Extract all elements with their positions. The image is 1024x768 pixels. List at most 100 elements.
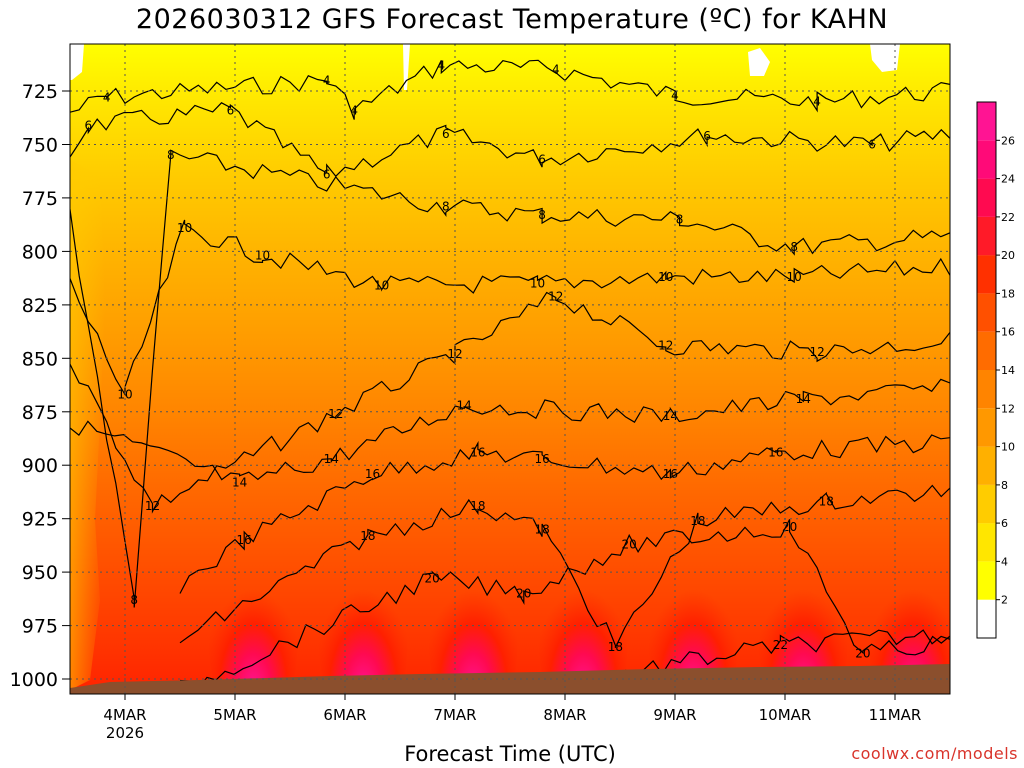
colorbar-swatch bbox=[977, 216, 996, 256]
colorbar-label: 10 bbox=[1001, 441, 1015, 454]
contour-label: 4 bbox=[437, 58, 445, 72]
contour-label: 14 bbox=[457, 398, 472, 412]
y-tick-label: 725 bbox=[22, 81, 58, 103]
warm-maximum bbox=[319, 565, 408, 694]
contour-label: 4 bbox=[813, 95, 821, 109]
contour-label: 12 bbox=[328, 407, 343, 421]
colorbar-label: 12 bbox=[1001, 402, 1015, 415]
contour-label: 18 bbox=[690, 514, 705, 528]
contour-label: 4 bbox=[323, 73, 331, 87]
y-tick-label: 850 bbox=[22, 348, 58, 370]
white-region bbox=[403, 44, 410, 90]
x-tick-label: 8MAR bbox=[543, 706, 586, 724]
colorbar-swatch bbox=[977, 370, 996, 409]
isotherm-20 bbox=[179, 519, 950, 690]
colorbar-label: 4 bbox=[1001, 555, 1008, 568]
contour-label: 6 bbox=[323, 167, 331, 181]
x-tick-label: 9MAR bbox=[653, 706, 696, 724]
contour-label: 12 bbox=[145, 499, 160, 513]
contour-label: 20 bbox=[424, 572, 439, 586]
isotherm-6 bbox=[70, 102, 950, 178]
colorbar-label: 6 bbox=[1001, 517, 1008, 530]
y-tick-label: 900 bbox=[22, 455, 58, 477]
y-tick-label: 825 bbox=[22, 295, 58, 317]
warm-maximum bbox=[209, 565, 298, 694]
y-tick-label: 925 bbox=[22, 509, 58, 531]
contour-labels: 6 4 10 8 12 8 10 6 14 16 10 4 4 6 12 14 16 18 4 6 8 10 12 14 16 1… bbox=[84, 58, 875, 660]
isotherm-lines bbox=[70, 59, 950, 694]
y-tick-label: 975 bbox=[22, 616, 58, 638]
contour-label: 10 bbox=[787, 270, 802, 284]
x-axis-label: Forecast Time (UTC) bbox=[404, 742, 616, 766]
warm-maximum bbox=[429, 565, 518, 694]
x-tick-sublabel: 2026 bbox=[106, 724, 144, 742]
contour-label: 14 bbox=[663, 409, 678, 423]
warm-maximum bbox=[649, 565, 738, 694]
contour-label: 20 bbox=[855, 646, 870, 660]
contour-label: 18 bbox=[608, 640, 623, 654]
contour-label: 18 bbox=[534, 522, 549, 536]
contour-label: 12 bbox=[809, 345, 824, 359]
y-tick-label: 775 bbox=[22, 188, 58, 210]
contour-label: 10 bbox=[658, 270, 673, 284]
contour-label: 8 bbox=[538, 208, 546, 222]
contour-label: 4 bbox=[552, 63, 560, 77]
isotherm-10 bbox=[70, 219, 950, 397]
credit-link[interactable]: coolwx.com/models bbox=[851, 744, 1018, 763]
contour-label: 14 bbox=[324, 452, 339, 466]
contour-label: 8 bbox=[442, 200, 450, 214]
colorbar-swatch bbox=[977, 599, 996, 638]
contour-label: 18 bbox=[470, 499, 485, 513]
x-tick-label: 10MAR bbox=[759, 706, 812, 724]
chart-title: 2026030312 GFS Forecast Temperature (ºC)… bbox=[135, 4, 889, 35]
colorbar-label: 8 bbox=[1001, 479, 1008, 492]
x-tick-label: 4MAR bbox=[103, 706, 146, 724]
colorbar-swatch bbox=[977, 102, 996, 141]
isotherm-14 bbox=[70, 378, 950, 481]
contour-label: 10 bbox=[117, 388, 132, 402]
colorbar-swatch bbox=[977, 331, 996, 370]
isotherm-4 bbox=[70, 59, 950, 120]
y-tick-label: 800 bbox=[22, 241, 58, 263]
warm-maximum bbox=[539, 565, 628, 694]
colorbar-swatch bbox=[977, 293, 996, 332]
y-tick-label: 875 bbox=[22, 402, 58, 424]
colorbar-swatch bbox=[977, 178, 996, 217]
contour-label: 20 bbox=[782, 520, 797, 534]
grid-lines bbox=[70, 44, 950, 694]
contour-label: 8 bbox=[167, 148, 175, 162]
contour-label: 20 bbox=[516, 587, 531, 601]
white-region bbox=[748, 48, 770, 76]
contour-label: 8 bbox=[790, 240, 798, 254]
x-tick-label: 11MAR bbox=[869, 706, 922, 724]
contour-label: 16 bbox=[365, 467, 380, 481]
colorbar-label: 14 bbox=[1001, 364, 1015, 377]
white-region bbox=[870, 44, 900, 72]
warm-maximum bbox=[759, 565, 848, 694]
contour-label: 6 bbox=[868, 138, 876, 152]
colorbar-swatch bbox=[977, 484, 996, 524]
contour-label: 16 bbox=[470, 445, 485, 459]
contour-label: 22 bbox=[773, 638, 788, 652]
white-region bbox=[70, 44, 84, 80]
y-tick-label: 1000 bbox=[10, 669, 58, 691]
contour-label: 10 bbox=[255, 249, 270, 263]
contour-label: 6 bbox=[538, 153, 546, 167]
isotherm-8 bbox=[70, 149, 950, 608]
colorbar-label: 2 bbox=[1001, 594, 1008, 607]
contour-label: 10 bbox=[374, 279, 389, 293]
colorbar-swatch bbox=[977, 408, 996, 447]
colorbar-label: 20 bbox=[1001, 249, 1015, 262]
contour-label: 16 bbox=[768, 445, 783, 459]
y-tick-label: 950 bbox=[22, 562, 58, 584]
contour-label: 12 bbox=[447, 347, 462, 361]
colorbar-swatch bbox=[977, 255, 996, 294]
colorbar-swatch bbox=[977, 140, 996, 179]
cool-region-early bbox=[70, 160, 105, 690]
colorbar-swatch bbox=[977, 561, 996, 600]
isotherm-16 bbox=[179, 434, 950, 594]
contour-label: 6 bbox=[703, 129, 711, 143]
